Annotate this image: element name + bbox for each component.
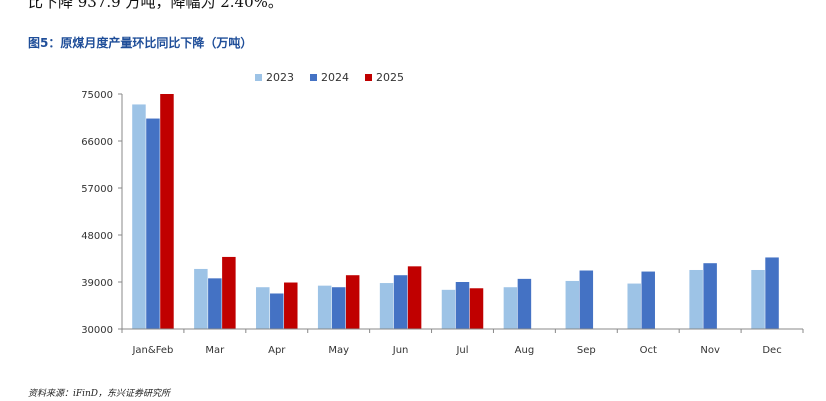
bar-2023-Jul	[441, 289, 456, 329]
bar-2023-Apr	[256, 287, 270, 329]
bar-2025-Apr	[284, 282, 298, 329]
bar-2024-Dec	[765, 257, 779, 329]
legend-label-2024: 2024	[321, 71, 349, 84]
bar-2024-Jun	[393, 275, 408, 329]
bar-2024-Jan&Feb	[146, 118, 160, 330]
legend-label-2023: 2023	[266, 71, 294, 84]
y-tick-label: 75000	[81, 90, 113, 101]
x-tick-label: Sep	[577, 345, 596, 356]
bar-2024-Sep	[579, 270, 594, 329]
bar-2023-Sep	[565, 280, 580, 329]
bar-2024-Apr	[270, 293, 284, 329]
bar-2025-Jun	[407, 266, 422, 329]
bars	[132, 94, 779, 330]
bar-2025-Jan&Feb	[160, 94, 174, 329]
x-tick-label: Apr	[268, 345, 286, 356]
x-tick-label: Oct	[640, 345, 657, 356]
x-tick-label: Mar	[205, 345, 225, 356]
bar-2024-Mar	[208, 278, 222, 329]
legend-swatch-2024	[310, 74, 317, 81]
bar-2024-Nov	[703, 263, 717, 329]
bar-2023-Dec	[751, 269, 765, 329]
bar-2024-Oct	[641, 271, 655, 329]
bar-2024-Aug	[517, 278, 532, 329]
chart-legend: 2023 2024 2025	[255, 71, 404, 84]
x-tick-label: May	[328, 345, 349, 356]
bar-2023-Mar	[194, 268, 208, 329]
bar-2025-May	[345, 275, 360, 329]
legend-swatch-2025	[365, 74, 372, 81]
x-tick-label: Aug	[515, 345, 535, 356]
x-tick-label: Dec	[762, 345, 781, 356]
source-note: 资料来源：iFinD，东兴证券研究所	[28, 389, 171, 399]
y-tick-label: 48000	[81, 231, 113, 242]
intro-text: 比下降 937.9 万吨，降幅为 2.40%。	[28, 0, 283, 11]
bar-2023-Jan&Feb	[132, 104, 146, 329]
bar-2025-Mar	[222, 256, 236, 329]
bar-2024-Jul	[455, 282, 470, 329]
x-tick-label: Jan&Feb	[131, 345, 173, 356]
bar-2023-Nov	[689, 269, 703, 329]
bar-2023-Aug	[503, 287, 518, 329]
bar-2025-Jul	[469, 288, 484, 329]
x-tick-label: Jul	[455, 345, 468, 356]
bar-2024-May	[331, 287, 346, 329]
legend-label-2025: 2025	[376, 71, 404, 84]
x-tick-label: Jun	[392, 345, 409, 356]
legend-swatch-2023	[255, 74, 262, 81]
y-tick-label: 66000	[81, 137, 113, 148]
x-tick-label: Nov	[700, 345, 720, 356]
figure-title: 图5：原煤月度产量环比同比下降（万吨）	[28, 36, 253, 50]
bar-2023-May	[317, 285, 332, 329]
x-axis: Jan&Feb Mar Apr May Jun Jul Aug Sep Oct Nov Dec	[121, 328, 804, 356]
bar-2023-Oct	[627, 283, 641, 329]
y-tick-label: 39000	[81, 278, 113, 289]
y-tick-label: 57000	[81, 184, 113, 195]
y-axis: 30000 39000 48000 57000 66000 75000	[81, 90, 123, 336]
y-tick-label: 30000	[81, 325, 113, 336]
bar-2023-Jun	[379, 283, 394, 329]
